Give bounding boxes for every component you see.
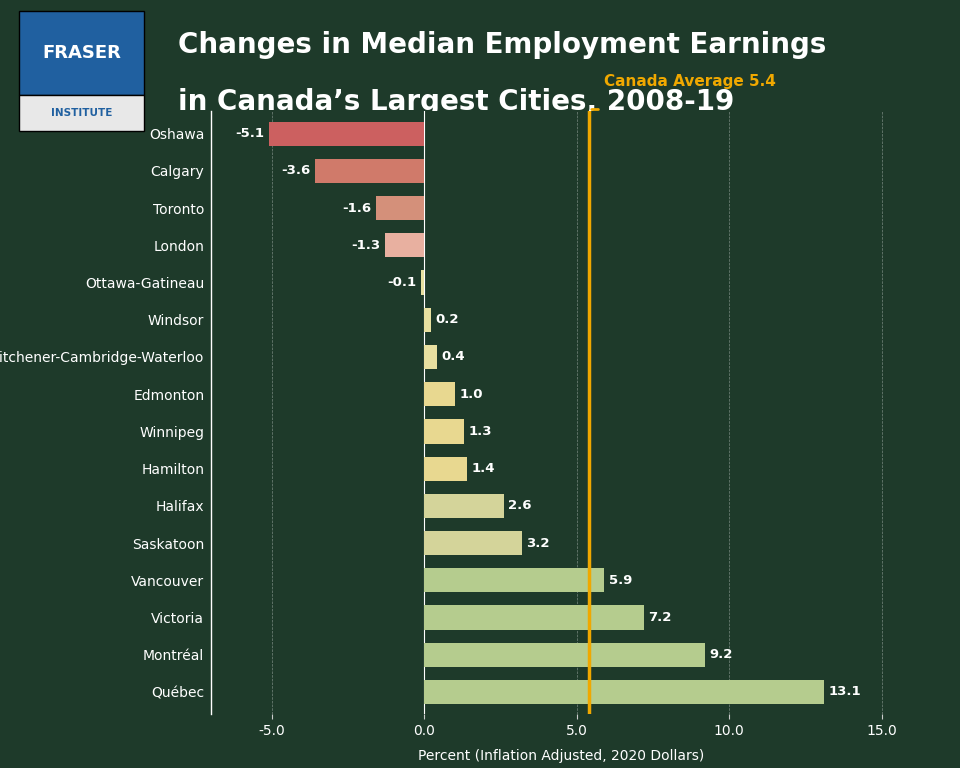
Text: 0.4: 0.4 xyxy=(442,350,465,363)
Text: 13.1: 13.1 xyxy=(828,685,861,698)
Text: Canada Average 5.4: Canada Average 5.4 xyxy=(604,74,776,89)
Text: 9.2: 9.2 xyxy=(709,648,732,661)
Text: -1.6: -1.6 xyxy=(342,202,372,214)
FancyBboxPatch shape xyxy=(19,95,144,131)
Bar xyxy=(424,680,824,704)
Bar xyxy=(421,270,424,295)
Text: -5.1: -5.1 xyxy=(235,127,265,141)
Text: 5.9: 5.9 xyxy=(609,574,633,587)
Text: 2.6: 2.6 xyxy=(508,499,532,512)
Bar xyxy=(424,643,705,667)
Bar xyxy=(375,196,424,220)
Bar xyxy=(315,159,424,183)
Bar xyxy=(424,605,644,630)
Text: in Canada’s Largest Cities, 2008-19: in Canada’s Largest Cities, 2008-19 xyxy=(178,88,733,116)
Bar xyxy=(424,308,431,332)
X-axis label: Percent (Inflation Adjusted, 2020 Dollars): Percent (Inflation Adjusted, 2020 Dollar… xyxy=(419,749,705,763)
Text: -0.1: -0.1 xyxy=(388,276,417,289)
FancyBboxPatch shape xyxy=(19,12,144,95)
Bar xyxy=(424,568,604,592)
Bar xyxy=(424,345,437,369)
Text: 3.2: 3.2 xyxy=(526,537,550,550)
Text: 1.3: 1.3 xyxy=(468,425,492,438)
Text: FRASER: FRASER xyxy=(42,44,121,62)
Text: INSTITUTE: INSTITUTE xyxy=(51,108,112,118)
Bar xyxy=(424,419,464,443)
Bar xyxy=(424,456,468,481)
Text: Changes in Median Employment Earnings: Changes in Median Employment Earnings xyxy=(178,31,826,59)
Text: 1.4: 1.4 xyxy=(471,462,495,475)
Bar xyxy=(385,233,424,257)
Text: -1.3: -1.3 xyxy=(351,239,380,252)
Text: 0.2: 0.2 xyxy=(435,313,459,326)
Bar xyxy=(424,531,522,555)
Bar xyxy=(424,494,504,518)
Text: 1.0: 1.0 xyxy=(460,388,483,401)
Text: -3.6: -3.6 xyxy=(281,164,310,177)
Bar xyxy=(269,121,424,146)
Text: 7.2: 7.2 xyxy=(648,611,672,624)
Bar xyxy=(424,382,455,406)
